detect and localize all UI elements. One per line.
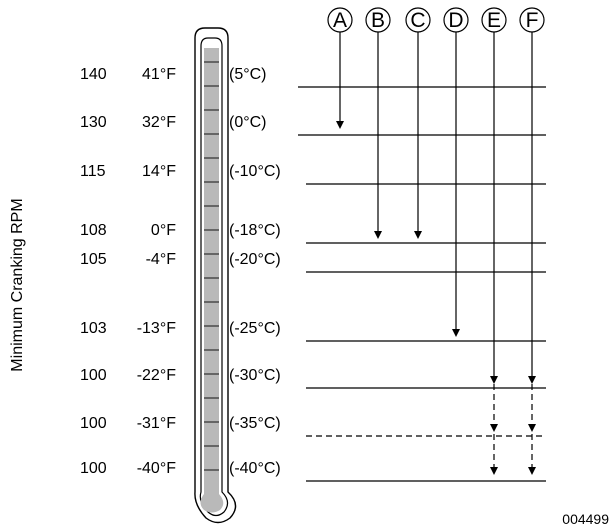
column-letter: A	[333, 9, 347, 32]
rpm-label: 100	[80, 415, 107, 432]
rpm-label: 105	[80, 251, 107, 268]
figure-code: 004499	[562, 511, 609, 527]
fahrenheit-labels: 41°F 32°F 14°F 0°F -4°F -13°F -22°F -31°F -40°F	[137, 66, 177, 477]
thermometer	[194, 27, 237, 524]
rpm-label: 100	[80, 367, 107, 384]
arrowhead	[374, 231, 382, 239]
celsius-label: (5°C)	[229, 66, 267, 83]
rpm-label: 108	[80, 222, 107, 239]
rpm-label: 103	[80, 320, 107, 337]
celsius-label: (-10°C)	[229, 163, 281, 180]
celsius-label: (-30°C)	[229, 367, 281, 384]
arrowhead	[490, 376, 498, 384]
fahrenheit-label: -4°F	[146, 251, 177, 268]
celsius-label: (-20°C)	[229, 251, 281, 268]
celsius-label: (0°C)	[229, 114, 267, 131]
arrowhead	[452, 329, 460, 337]
celsius-label: (-35°C)	[229, 415, 281, 432]
rpm-label: 100	[80, 460, 107, 477]
fahrenheit-label: -13°F	[137, 320, 177, 337]
fahrenheit-label: -31°F	[137, 415, 177, 432]
column-e: E	[481, 7, 507, 475]
temperature-lines	[298, 86, 546, 482]
celsius-labels: (5°C) (0°C) (-10°C) (-18°C) (-20°C) (-25°C) (-…	[229, 66, 281, 477]
rpm-label: 130	[80, 114, 107, 131]
column-c: C	[405, 7, 431, 239]
arrowhead	[528, 467, 536, 475]
column-letter: E	[487, 9, 501, 32]
fahrenheit-label: -40°F	[137, 460, 177, 477]
rpm-label: 115	[80, 163, 106, 180]
column-b: B	[365, 7, 391, 239]
column-a: A	[327, 7, 353, 129]
column-letter: B	[371, 9, 385, 32]
column-letter: D	[448, 9, 463, 32]
arrowhead	[490, 424, 498, 432]
fahrenheit-label: 32°F	[142, 114, 176, 131]
rpm-labels: 140 130 115 108 105 103 100 100 100	[80, 66, 107, 477]
fahrenheit-label: -22°F	[137, 367, 177, 384]
arrowhead	[336, 121, 344, 129]
arrowhead	[528, 424, 536, 432]
arrowhead	[414, 231, 422, 239]
celsius-label: (-40°C)	[229, 460, 281, 477]
arrowhead	[528, 376, 536, 384]
column-d: D	[443, 7, 469, 337]
arrowhead	[490, 467, 498, 475]
fahrenheit-label: 0°F	[151, 222, 176, 239]
column-letter: F	[526, 9, 539, 32]
fahrenheit-label: 41°F	[142, 66, 176, 83]
celsius-label: (-18°C)	[229, 222, 281, 239]
celsius-label: (-25°C)	[229, 320, 281, 337]
y-axis-label: Minimum Cranking RPM	[9, 198, 26, 371]
fahrenheit-label: 14°F	[142, 163, 176, 180]
rpm-label: 140	[80, 66, 107, 83]
column-f: F	[519, 7, 545, 475]
column-letter: C	[410, 9, 425, 32]
